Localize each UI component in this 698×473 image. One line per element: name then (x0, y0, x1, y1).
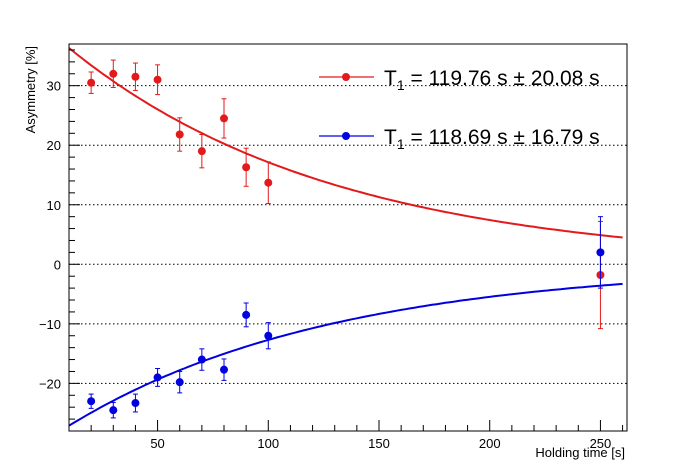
point-marker (175, 378, 184, 387)
data-point (264, 161, 273, 205)
x-tick-label: 100 (257, 436, 279, 451)
x-tick-label: 50 (150, 436, 164, 451)
fit-curve (68, 47, 623, 239)
data-point (131, 62, 140, 91)
point-marker (264, 331, 273, 340)
x-tick-label: 250 (590, 436, 612, 451)
data-point (197, 133, 206, 169)
y-tick-label: 10 (47, 198, 61, 213)
data-point (153, 64, 162, 96)
x-axis-title: Holding time [s] (535, 445, 625, 460)
data-point (242, 302, 251, 328)
data-point (175, 117, 184, 152)
data-point (153, 367, 162, 387)
y-axis-title: Asymmetry [%] (23, 46, 38, 133)
point-marker (153, 373, 162, 382)
axes: 50 100 150 200 250 −20 −10 0 10 20 30 (39, 49, 624, 451)
point-marker (264, 178, 273, 187)
data-point (109, 59, 118, 88)
data-points (87, 59, 605, 419)
legend-entry: T1 = 118.69 s ± 16.79 s (319, 126, 600, 152)
data-point (220, 98, 228, 139)
data-point (596, 216, 605, 289)
data-point (175, 370, 184, 394)
point-marker (87, 397, 96, 406)
point-marker (242, 310, 251, 319)
legend-entry: T1 = 119.76 s ± 20.08 s (319, 67, 600, 93)
point-marker (175, 130, 184, 139)
point-marker (242, 163, 251, 172)
data-point (87, 71, 96, 94)
data-point (264, 322, 273, 350)
point-marker (109, 406, 118, 415)
point-marker (87, 78, 96, 87)
point-marker (596, 248, 605, 257)
point-marker (220, 114, 228, 123)
data-point (242, 147, 251, 187)
data-point (220, 358, 228, 381)
legend-label: T1 = 118.69 s ± 16.79 s (384, 126, 600, 152)
point-marker (197, 355, 206, 364)
y-tick-label: 20 (47, 138, 61, 153)
point-marker (220, 365, 228, 374)
y-tick-label: 0 (54, 257, 61, 272)
data-point (197, 348, 206, 371)
y-tick-label: −20 (39, 376, 61, 391)
x-tick-label: 200 (479, 436, 501, 451)
point-marker (131, 399, 140, 408)
data-point (87, 393, 96, 409)
plot-frame (68, 43, 628, 432)
point-marker (153, 75, 162, 84)
point-marker (197, 147, 206, 156)
data-point (109, 401, 118, 419)
point-marker (109, 69, 118, 78)
data-point (131, 393, 140, 413)
legend: T1 = 119.76 s ± 20.08 s T1 = 118.69 s ± 1… (319, 67, 600, 152)
x-tick-label: 150 (368, 436, 390, 451)
y-tick-label: −10 (39, 317, 61, 332)
y-tick-label: 30 (47, 79, 61, 94)
legend-marker (342, 132, 350, 140)
grid (69, 85, 627, 384)
point-marker (131, 72, 140, 81)
legend-label: T1 = 119.76 s ± 20.08 s (384, 67, 600, 93)
legend-marker (342, 73, 350, 81)
